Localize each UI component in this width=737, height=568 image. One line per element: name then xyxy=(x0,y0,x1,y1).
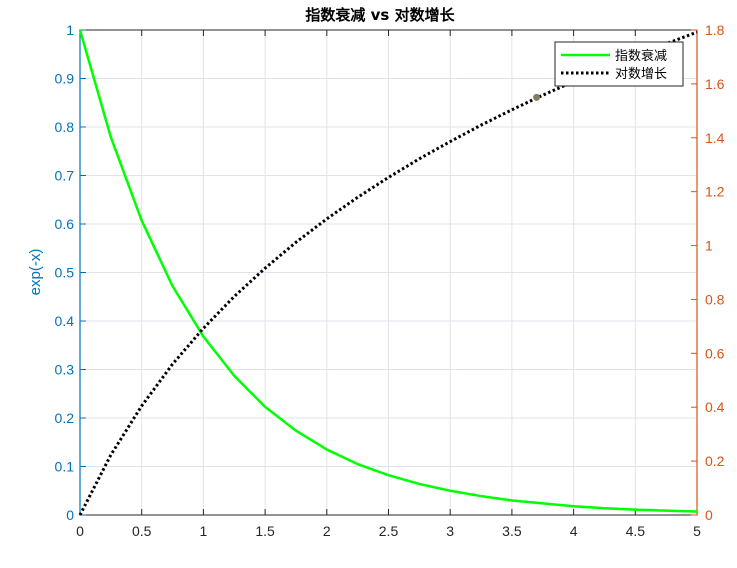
y-tick-label-left: 0.5 xyxy=(55,265,75,281)
data-point-marker xyxy=(533,93,541,101)
legend-box xyxy=(554,41,684,87)
y-tick-label-right: 0.4 xyxy=(705,399,725,415)
x-tick-label: 4 xyxy=(570,523,578,539)
y-tick-label-right: 0.2 xyxy=(705,453,725,469)
x-tick-label: 3 xyxy=(446,523,454,539)
chart-title: 指数衰减 vs 对数增长 xyxy=(305,6,455,24)
x-tick-label: 0.5 xyxy=(132,523,152,539)
legend-label-0: 指数衰减 xyxy=(615,48,667,64)
y-tick-label-right: 1.8 xyxy=(705,22,725,38)
y-tick-label-left: 0.2 xyxy=(55,410,75,426)
y-axis-label-left: exp(-x) xyxy=(27,249,44,296)
y-tick-label-left: 0.7 xyxy=(55,168,75,184)
x-tick-label: 5 xyxy=(693,523,701,539)
legend-label-1: 对数增长 xyxy=(615,67,667,82)
x-tick-label: 1 xyxy=(200,523,208,539)
x-tick-label: 4.5 xyxy=(626,523,646,539)
y-tick-label-left: 0.9 xyxy=(55,71,75,87)
x-tick-label: 2 xyxy=(323,523,331,539)
y-tick-label-right: 1.2 xyxy=(705,184,725,200)
y-tick-label-left: 0.4 xyxy=(55,313,75,329)
y-tick-label-right: 1 xyxy=(705,238,713,254)
y-tick-label-right: 1.4 xyxy=(705,130,725,146)
x-tick-label: 3.5 xyxy=(502,523,522,539)
y-tick-label-left: 0.1 xyxy=(55,459,75,475)
y-tick-label-right: 0.6 xyxy=(705,345,725,361)
x-tick-label: 2.5 xyxy=(379,523,399,539)
series-line-0 xyxy=(78,29,698,513)
y-tick-label-right: 0.8 xyxy=(705,291,725,307)
y-tick-label-left: 1 xyxy=(66,22,74,38)
y-tick-label-left: 0.3 xyxy=(55,362,75,378)
grid xyxy=(80,30,697,515)
x-tick-label: 1.5 xyxy=(255,523,275,539)
x-tick-label: 0 xyxy=(76,523,84,539)
y-tick-label-right: 1.6 xyxy=(705,76,725,92)
y-tick-label-right: 0 xyxy=(705,507,713,523)
y-tick-label-left: 0 xyxy=(66,507,74,523)
axes: 0 0.5 1 1.5 2 2.5 3 3.5 4 4.5 500.10.20.30.40.50.6… xyxy=(55,22,725,539)
y-tick-label-left: 0.8 xyxy=(55,119,75,135)
y-tick-label-left: 0.6 xyxy=(55,216,75,232)
